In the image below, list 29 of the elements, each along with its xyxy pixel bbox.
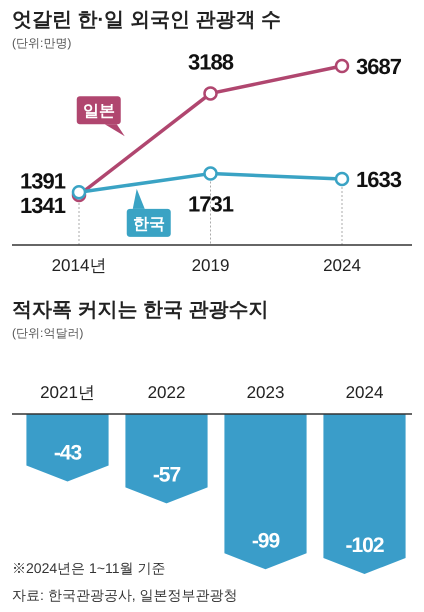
point bbox=[334, 58, 350, 74]
point bbox=[203, 86, 218, 101]
point bbox=[72, 185, 86, 200]
x-tick-label: 2024 bbox=[346, 383, 384, 402]
x-tick-label: 2022 bbox=[148, 383, 186, 402]
text: 자료: 한국관광공사, 일본정부관광청 bbox=[12, 587, 238, 603]
annotation: ※2024년은 1~11월 기준 bbox=[12, 560, 166, 576]
data-label: 3188 bbox=[188, 49, 234, 74]
data-label: -43 bbox=[54, 441, 82, 464]
x-tick-label: 2021년 bbox=[40, 383, 95, 402]
chart-title: 적자폭 커지는 한국 관광수지 bbox=[12, 299, 269, 321]
data-label: -102 bbox=[345, 534, 384, 557]
legend-label: 한국 bbox=[132, 216, 165, 233]
x-tick-label: 2014년 bbox=[52, 256, 106, 275]
data-label: 3687 bbox=[356, 54, 402, 79]
data-label: 1391 bbox=[20, 168, 66, 194]
point bbox=[334, 172, 350, 186]
data-label: -57 bbox=[152, 463, 180, 486]
x-tick-label: 2024 bbox=[323, 256, 361, 275]
data-label: 1731 bbox=[188, 192, 234, 217]
data-label: 1341 bbox=[20, 193, 66, 218]
chart-subtitle: (단위:억달러) bbox=[12, 326, 84, 340]
point bbox=[203, 166, 218, 181]
x-tick-label: 2023 bbox=[246, 383, 284, 402]
x-tick-label: 2019 bbox=[192, 256, 230, 275]
data-label: -99 bbox=[252, 529, 280, 552]
chart-title: 엇갈린 한·일 외국인 관광객 수 bbox=[12, 9, 281, 31]
data-label: 1633 bbox=[356, 166, 402, 192]
chart-subtitle: (단위:만명) bbox=[12, 36, 72, 50]
